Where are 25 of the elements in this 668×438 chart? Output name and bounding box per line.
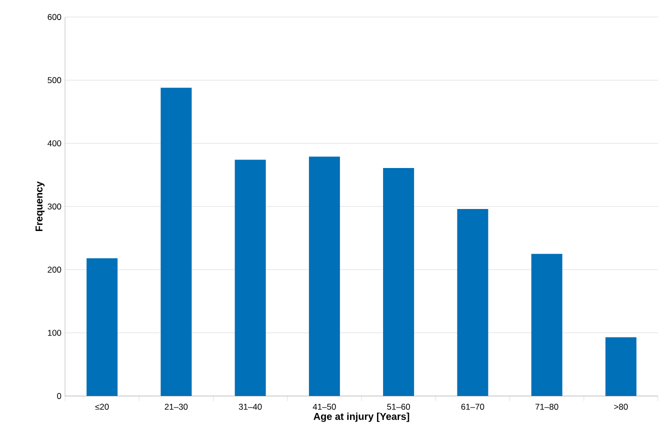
bar <box>605 337 636 396</box>
y-tick-label: 400 <box>48 140 62 146</box>
x-tick-label: 31–40 <box>238 404 262 410</box>
x-tick-label: 21–30 <box>164 404 188 410</box>
y-axis-title: Frequency <box>36 181 45 232</box>
x-tick-label: 71–80 <box>535 404 558 410</box>
y-tick-label: 100 <box>48 330 62 336</box>
x-tick-label: ≤20 <box>95 404 109 410</box>
x-tick-label: >80 <box>614 404 628 410</box>
bar <box>160 88 192 396</box>
y-tick-label: 300 <box>48 204 62 210</box>
bar <box>531 254 562 396</box>
y-tick-label: 600 <box>48 14 62 20</box>
y-tick-label: 200 <box>48 266 62 273</box>
x-tick-label: 61–70 <box>461 404 484 410</box>
y-tick-label: 500 <box>48 77 62 84</box>
x-tick-label: 51–60 <box>387 404 410 410</box>
y-tick-label: 0 <box>57 393 62 399</box>
x-tick-label: 41–50 <box>312 404 336 410</box>
bar <box>234 160 266 396</box>
bar <box>457 209 488 396</box>
bar <box>383 168 414 396</box>
bar <box>308 156 340 396</box>
x-axis-title: Age at injury [Years] <box>314 412 410 422</box>
bar <box>86 258 118 396</box>
